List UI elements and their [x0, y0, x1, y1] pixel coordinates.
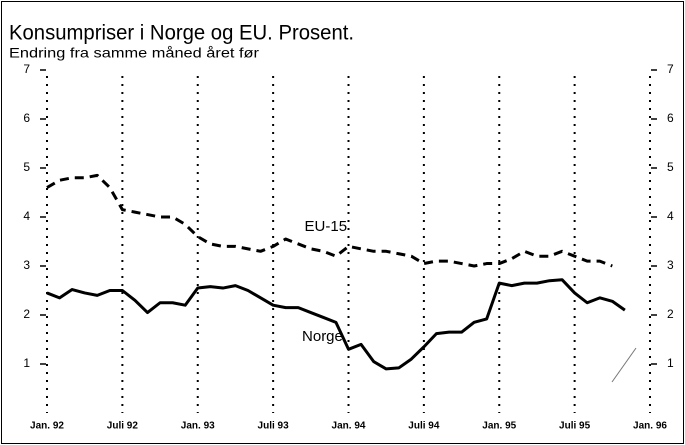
- chart-title: Konsumpriser i Norge og EU. Prosent.: [9, 22, 354, 45]
- annotation: EU-15: [305, 218, 348, 235]
- y-tick-label: 5: [23, 160, 30, 174]
- y-tick-label: 4: [23, 209, 30, 223]
- x-tick-label: Jan. 93: [181, 421, 215, 432]
- y-tick-label: 7: [23, 62, 30, 76]
- y-tick-label-right: 6: [667, 111, 674, 125]
- y-tick-label-right: 2: [667, 307, 674, 321]
- y-tick-label: 2: [23, 307, 30, 321]
- x-tick-label: Juli 93: [258, 421, 290, 432]
- x-tick-label: Juli 92: [107, 421, 139, 432]
- y-tick-label: 3: [23, 258, 30, 272]
- decoration: [611, 347, 637, 383]
- y-tick-label: 1: [23, 356, 30, 370]
- y-tick-label-right: 1: [667, 356, 674, 370]
- x-tick-label: Juli 95: [559, 421, 591, 432]
- x-tick-label: Jan. 94: [332, 421, 366, 432]
- y-tick-label: 6: [23, 111, 30, 125]
- y-tick-label-right: 3: [667, 258, 674, 272]
- series-line: [46, 173, 613, 268]
- y-tick-label-right: 5: [667, 160, 674, 174]
- annotation: Norge: [302, 328, 343, 345]
- x-tick-label: Juli 94: [408, 421, 440, 432]
- x-tick-label: Jan. 96: [633, 421, 667, 432]
- x-tick-label: Jan. 92: [30, 421, 64, 432]
- x-tick-label: Jan. 95: [482, 421, 516, 432]
- series-line: [46, 278, 626, 371]
- y-tick-label-right: 4: [667, 209, 674, 223]
- y-tick-label-right: 7: [667, 62, 674, 76]
- chart-subtitle: Endring fra samme måned året før: [9, 45, 259, 61]
